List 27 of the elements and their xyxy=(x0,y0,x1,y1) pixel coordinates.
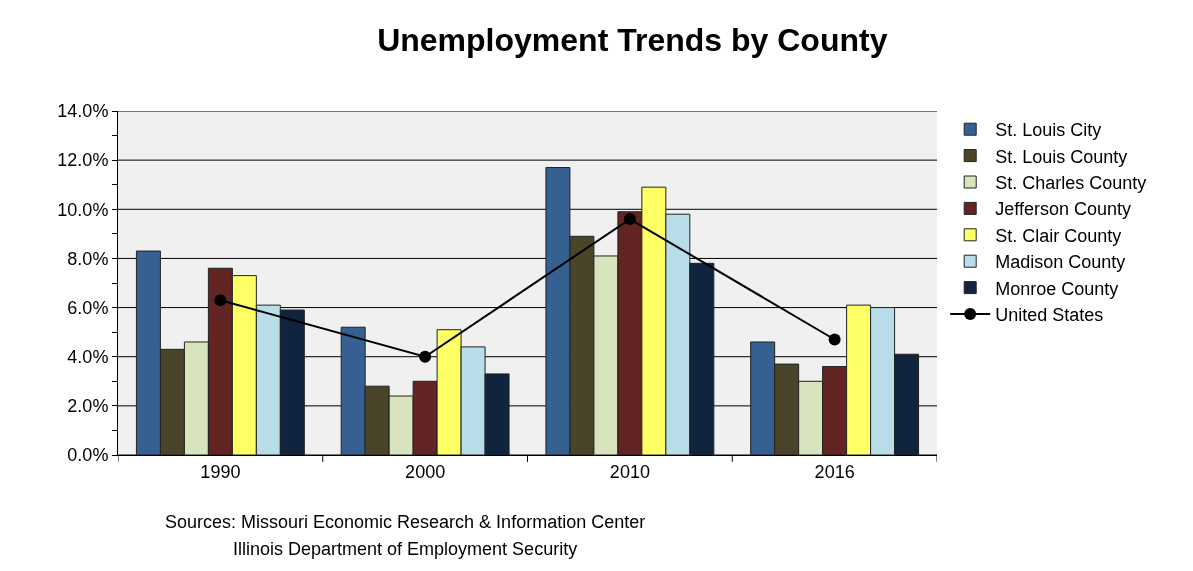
y-tick-label: 6.0% xyxy=(67,297,109,318)
text: Illinois Department of Employment Security xyxy=(233,539,578,559)
source-note: Sources: Missouri Economic Research & Information Center xyxy=(165,512,646,532)
x-tick-label: 2010 xyxy=(609,461,650,482)
legend-label: Madison County xyxy=(995,252,1126,273)
point xyxy=(419,350,432,363)
x-tick-label: 2000 xyxy=(405,461,446,482)
y-tick-label: 12.0% xyxy=(57,150,109,171)
point xyxy=(214,294,227,307)
chart-title: Unemployment Trends by County xyxy=(377,22,888,59)
legend-label: Monroe County xyxy=(995,278,1119,299)
y-tick-label: 10.0% xyxy=(57,199,109,220)
x-tick-label: 1990 xyxy=(200,461,241,482)
y-tick-label: 4.0% xyxy=(67,347,109,368)
y-tick-label: 8.0% xyxy=(67,248,109,269)
point xyxy=(828,333,841,346)
y-tick-label: 2.0% xyxy=(67,396,109,417)
legend-label: Jefferson County xyxy=(995,199,1131,220)
y-tick-label: 14.0% xyxy=(57,101,109,122)
legend-label: St. Louis City xyxy=(995,120,1102,141)
point xyxy=(623,213,636,226)
legend-label: St. Charles County xyxy=(995,173,1147,194)
legend-label: St. Louis County xyxy=(995,146,1128,167)
y-tick-label: 0.0% xyxy=(67,445,109,466)
x-tick-label: 2016 xyxy=(814,461,855,482)
legend-label: United States xyxy=(995,305,1104,326)
legend-label: St. Clair County xyxy=(995,225,1122,246)
